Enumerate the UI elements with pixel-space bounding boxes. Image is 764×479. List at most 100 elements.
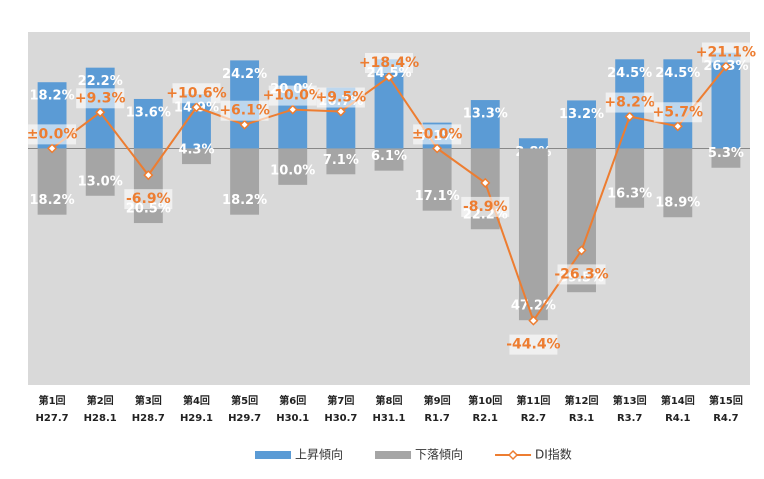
di-point [383, 71, 395, 83]
di-label: -44.4% [506, 337, 560, 353]
bar-label: 4.3% [178, 143, 214, 158]
di-label-bg [413, 124, 462, 145]
x-tick-label: 第7回 [327, 394, 354, 407]
bar-label: 18.2% [222, 193, 267, 208]
di-point [480, 177, 491, 188]
bar-label: 7.1% [323, 153, 359, 168]
di-label-bg [605, 92, 654, 113]
bar [374, 148, 404, 171]
di-label-bg [124, 189, 173, 210]
legend-label: DI指数 [535, 447, 572, 462]
bar [615, 148, 645, 208]
bar-label: 13.6% [126, 105, 171, 120]
di-point [720, 61, 731, 72]
bar-label: 13.0% [78, 174, 123, 189]
x-tick-sublabel: H28.7 [132, 413, 165, 424]
bar [470, 100, 500, 149]
bar-label: 13.3% [463, 107, 508, 122]
x-tick-label: 第1回 [39, 394, 66, 407]
x-tick-sublabel: H30.1 [276, 413, 309, 424]
bar [518, 138, 548, 149]
di-point [335, 106, 346, 117]
bar-label: 5.3% [708, 146, 744, 161]
x-tick-label: 第5回 [231, 394, 258, 407]
x-tick-sublabel: R3.7 [617, 413, 642, 424]
di-label: -8.9% [463, 199, 508, 215]
x-tick-label: 第3回 [135, 394, 162, 407]
bar-label: 18.2% [30, 193, 75, 208]
di-label-bg [28, 124, 77, 145]
x-tick-sublabel: R2.7 [521, 413, 546, 424]
x-tick-sublabel: H28.1 [84, 413, 117, 424]
di-point [672, 121, 683, 132]
x-tick-sublabel: H31.1 [372, 413, 405, 424]
legend-swatch [255, 451, 291, 459]
bar-label: 24.5% [655, 66, 700, 81]
x-tick-label: 第15回 [709, 394, 743, 407]
x-tick-sublabel: H27.7 [36, 413, 69, 424]
x-tick-sublabel: R3.1 [569, 413, 594, 424]
x-tick-label: 第13回 [613, 394, 647, 407]
di-label-bg [268, 85, 317, 106]
bar [711, 148, 741, 168]
x-tick-label: 第14回 [661, 394, 695, 407]
bar [422, 148, 452, 211]
bar-label: 18.2% [30, 89, 75, 104]
di-label-bg [172, 83, 221, 104]
x-tick-label: 第10回 [468, 394, 502, 407]
bar-label: 16.3% [607, 186, 652, 201]
bar [278, 148, 308, 185]
bar-label: 10.0% [270, 163, 315, 178]
di-label: +21.1% [696, 45, 756, 61]
bar [85, 148, 115, 196]
di-point [47, 143, 58, 154]
di-label-bg [76, 88, 125, 109]
di-label: ±0.0% [27, 126, 78, 142]
bar-label: 17.1% [415, 189, 460, 204]
di-point [239, 119, 250, 130]
di-label: -6.9% [126, 191, 171, 207]
di-label: +9.3% [75, 90, 126, 106]
di-label: ±0.0% [412, 126, 463, 142]
x-tick-label: 第9回 [424, 394, 451, 407]
di-label-bg [316, 87, 365, 108]
di-label-bg [365, 52, 413, 73]
x-tick-label: 第6回 [279, 394, 306, 407]
di-label-bg [220, 100, 269, 121]
x-tick-label: 第8回 [376, 394, 403, 407]
legend-marker [507, 449, 519, 461]
di-label-bg [557, 264, 606, 285]
di-label: +6.1% [219, 103, 270, 119]
di-label-bg [653, 102, 702, 123]
bar [133, 98, 163, 149]
bar [230, 148, 260, 215]
bar-label: 24.2% [222, 67, 267, 82]
bar [326, 148, 356, 175]
x-tick-sublabel: H29.7 [228, 413, 261, 424]
di-label-bg [509, 334, 558, 355]
di-point [624, 111, 635, 122]
di-point [191, 102, 202, 113]
di-label-bg [701, 42, 750, 63]
bar-label: 6.1% [371, 149, 407, 164]
di-label: +18.4% [359, 55, 419, 71]
di-label: +8.2% [604, 95, 655, 111]
x-tick-label: 第4回 [183, 394, 210, 407]
di-point [576, 245, 587, 256]
x-tick-sublabel: R4.1 [665, 413, 690, 424]
di-label: +10.0% [263, 88, 323, 104]
bar-label: 24.5% [607, 66, 652, 81]
di-point [287, 104, 298, 115]
x-tick-sublabel: H29.1 [180, 413, 213, 424]
x-tick-sublabel: R1.7 [424, 413, 449, 424]
di-label-bg [461, 196, 510, 217]
bar-label: 47.2% [511, 299, 556, 314]
legend-label: 下落傾向 [415, 447, 463, 462]
bar [567, 100, 596, 149]
di-label: -26.3% [554, 266, 608, 282]
di-label: +5.7% [653, 104, 704, 120]
bar-label: 22.2% [78, 74, 123, 89]
di-point [528, 315, 539, 326]
bar [663, 148, 693, 218]
bar [182, 148, 211, 165]
